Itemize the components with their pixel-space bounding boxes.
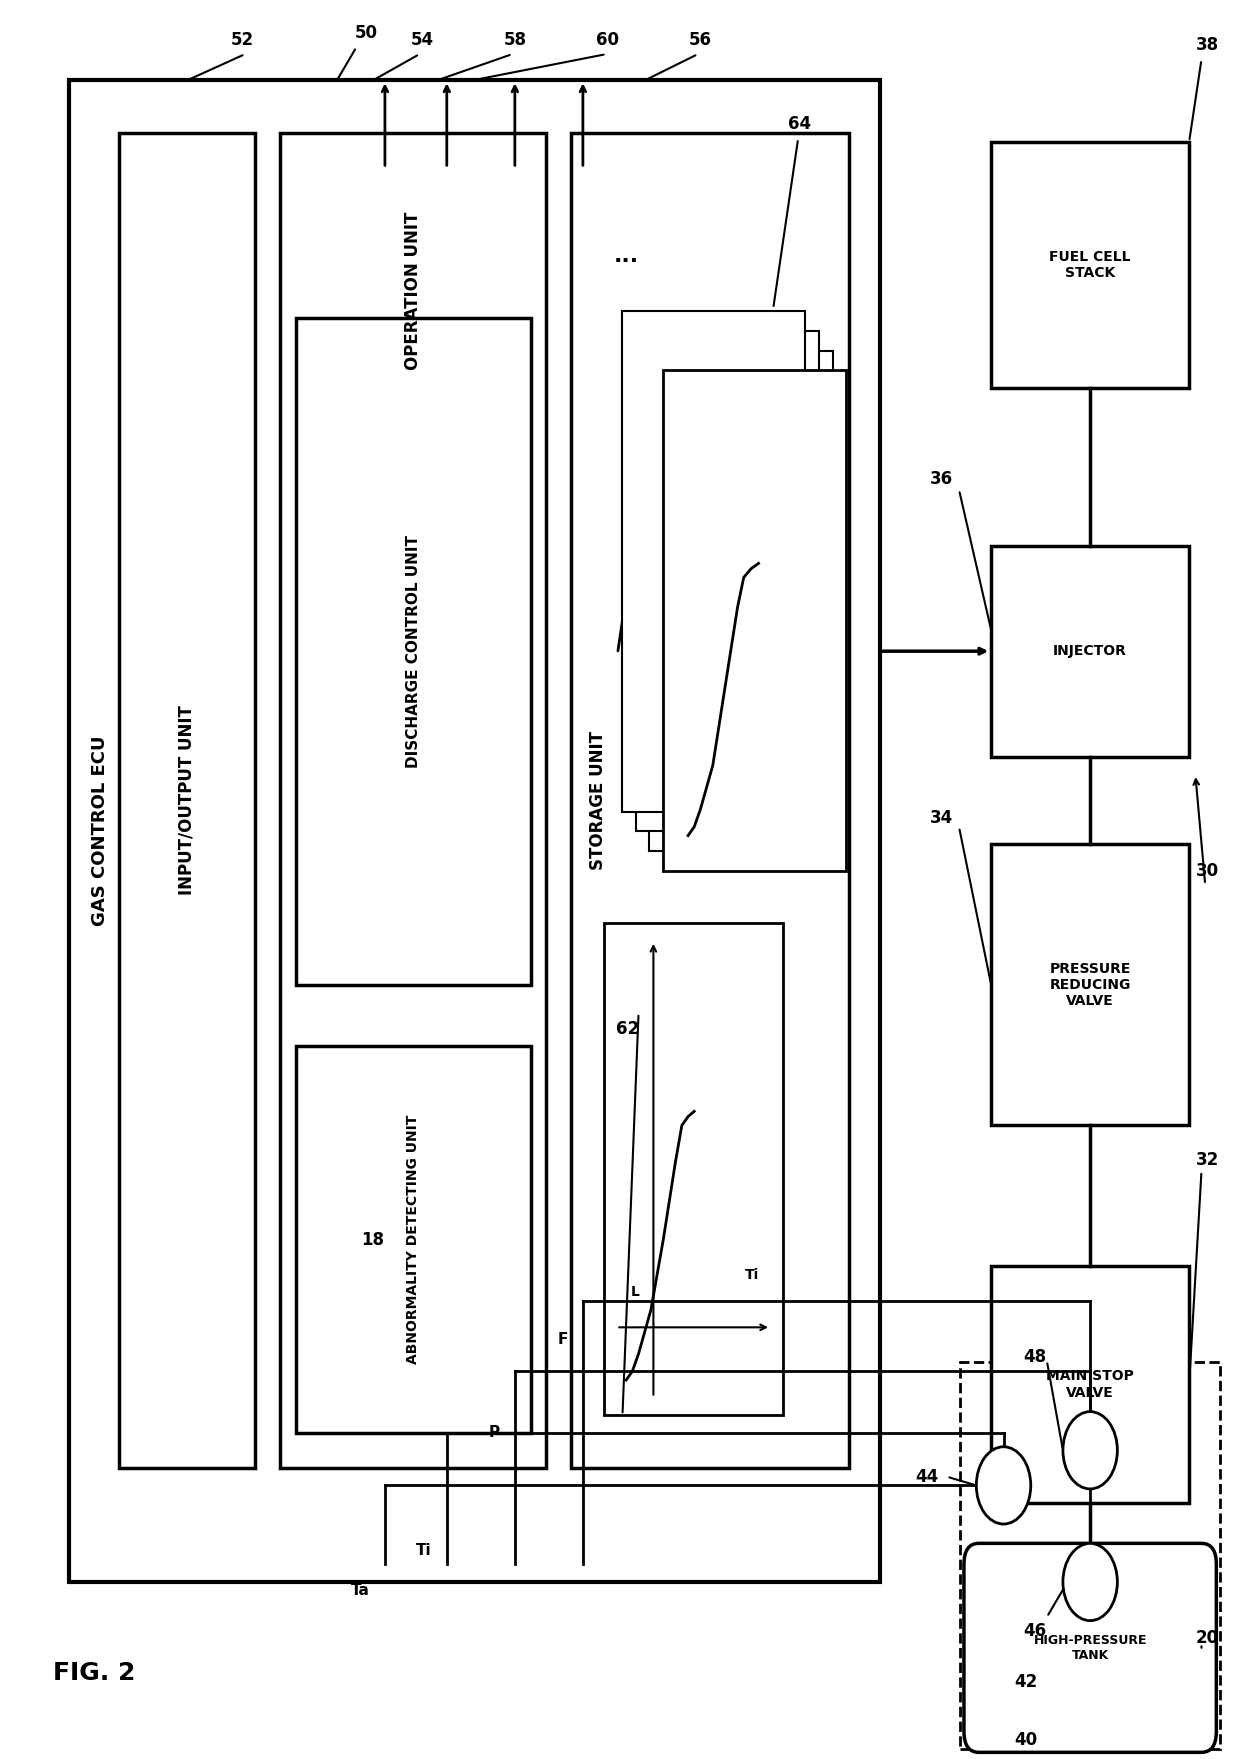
Text: FIG. 2: FIG. 2	[53, 1660, 135, 1685]
Text: PRESSURE
REDUCING
VALVE: PRESSURE REDUCING VALVE	[1049, 962, 1131, 1008]
Text: HIGH-PRESSURE
TANK: HIGH-PRESSURE TANK	[1033, 1634, 1147, 1662]
Text: 48: 48	[1023, 1347, 1047, 1367]
Bar	[636, 331, 818, 832]
Text: 60: 60	[596, 32, 619, 49]
Bar	[570, 134, 849, 1467]
Text: L: L	[689, 741, 698, 755]
Bar	[621, 311, 805, 811]
Bar	[991, 545, 1189, 756]
Text: Ti: Ti	[745, 1268, 760, 1282]
Text: INPUT/OUTPUT UNIT: INPUT/OUTPUT UNIT	[179, 705, 196, 895]
Text: 62: 62	[616, 1020, 639, 1038]
Circle shape	[1063, 1412, 1117, 1488]
Text: 20: 20	[1197, 1629, 1219, 1646]
Text: 18: 18	[361, 1231, 384, 1249]
Bar	[296, 1047, 531, 1434]
Text: 56: 56	[689, 32, 712, 49]
Bar	[663, 369, 847, 871]
Text: 50: 50	[355, 25, 378, 42]
Text: 64: 64	[787, 116, 811, 134]
Text: 40: 40	[1014, 1731, 1038, 1748]
Text: L: L	[630, 1286, 640, 1300]
Bar	[991, 844, 1189, 1126]
Text: GAS CONTROL ECU: GAS CONTROL ECU	[92, 735, 109, 927]
Text: 30: 30	[1197, 862, 1219, 880]
Text: P: P	[489, 1425, 500, 1441]
Text: FUEL CELL
STACK: FUEL CELL STACK	[1049, 250, 1131, 280]
Text: 42: 42	[1014, 1673, 1038, 1690]
Text: 34: 34	[930, 809, 954, 827]
Circle shape	[1063, 1543, 1117, 1620]
Text: ABNORMALITY DETECTING UNIT: ABNORMALITY DETECTING UNIT	[407, 1115, 420, 1365]
Text: 36: 36	[930, 470, 954, 487]
Text: 38: 38	[1197, 37, 1219, 55]
Bar	[296, 318, 531, 985]
Text: 54: 54	[410, 32, 434, 49]
Bar	[119, 134, 255, 1467]
Text: Ta: Ta	[807, 723, 825, 737]
Circle shape	[976, 1446, 1030, 1523]
Bar	[991, 1266, 1189, 1502]
Bar	[960, 1363, 1220, 1748]
Text: P: P	[1085, 1574, 1096, 1590]
Text: OPERATION UNIT: OPERATION UNIT	[404, 213, 422, 371]
Bar	[604, 923, 784, 1416]
Bar	[69, 81, 880, 1581]
Text: 32: 32	[1197, 1152, 1219, 1170]
Text: P: P	[655, 419, 666, 434]
Bar	[650, 350, 832, 851]
Bar	[280, 134, 546, 1467]
Text: 44: 44	[915, 1467, 939, 1486]
Text: 52: 52	[231, 32, 254, 49]
Text: F: F	[558, 1332, 568, 1347]
Text: DISCHARGE CONTROL UNIT: DISCHARGE CONTROL UNIT	[405, 535, 420, 767]
Text: T: T	[998, 1478, 1009, 1493]
Text: STORAGE UNIT: STORAGE UNIT	[589, 732, 606, 871]
FancyBboxPatch shape	[963, 1543, 1216, 1752]
Text: 46: 46	[1023, 1622, 1047, 1639]
Text: F: F	[1085, 1442, 1095, 1458]
Bar	[991, 142, 1189, 387]
Text: INJECTOR: INJECTOR	[1053, 644, 1127, 658]
Text: Ti: Ti	[417, 1543, 432, 1558]
Text: MAIN STOP
VALVE: MAIN STOP VALVE	[1047, 1369, 1135, 1400]
Text: 58: 58	[503, 32, 526, 49]
Text: ...: ...	[614, 246, 639, 266]
Text: Ta: Ta	[351, 1583, 370, 1599]
